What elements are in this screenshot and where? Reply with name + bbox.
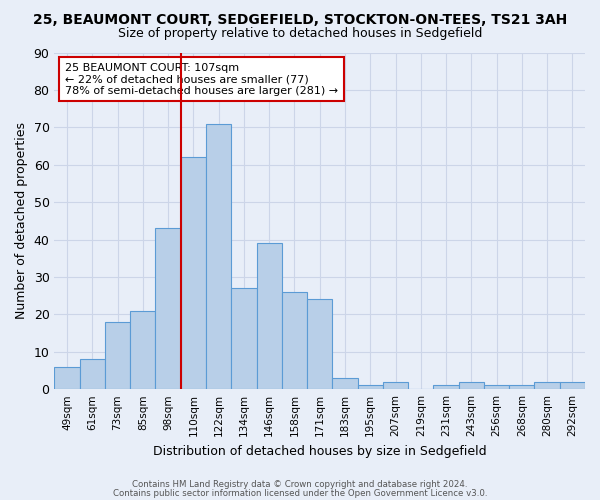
Bar — [332, 378, 358, 389]
Bar — [155, 228, 181, 389]
Bar — [484, 386, 509, 389]
Bar — [458, 382, 484, 389]
Text: 25, BEAUMONT COURT, SEDGEFIELD, STOCKTON-ON-TEES, TS21 3AH: 25, BEAUMONT COURT, SEDGEFIELD, STOCKTON… — [33, 12, 567, 26]
Bar — [257, 244, 282, 389]
Bar — [206, 124, 231, 389]
Bar — [105, 322, 130, 389]
Bar — [55, 366, 80, 389]
Bar — [509, 386, 535, 389]
Bar — [307, 300, 332, 389]
Bar — [231, 288, 257, 389]
Bar — [383, 382, 408, 389]
Bar — [181, 157, 206, 389]
Text: Size of property relative to detached houses in Sedgefield: Size of property relative to detached ho… — [118, 28, 482, 40]
Bar — [535, 382, 560, 389]
Bar — [80, 360, 105, 389]
Bar — [130, 310, 155, 389]
Text: 25 BEAUMONT COURT: 107sqm
← 22% of detached houses are smaller (77)
78% of semi-: 25 BEAUMONT COURT: 107sqm ← 22% of detac… — [65, 62, 338, 96]
Text: Contains public sector information licensed under the Open Government Licence v3: Contains public sector information licen… — [113, 488, 487, 498]
Y-axis label: Number of detached properties: Number of detached properties — [15, 122, 28, 320]
Bar — [358, 386, 383, 389]
Bar — [282, 292, 307, 389]
Bar — [560, 382, 585, 389]
Text: Contains HM Land Registry data © Crown copyright and database right 2024.: Contains HM Land Registry data © Crown c… — [132, 480, 468, 489]
X-axis label: Distribution of detached houses by size in Sedgefield: Distribution of detached houses by size … — [153, 444, 487, 458]
Bar — [433, 386, 458, 389]
